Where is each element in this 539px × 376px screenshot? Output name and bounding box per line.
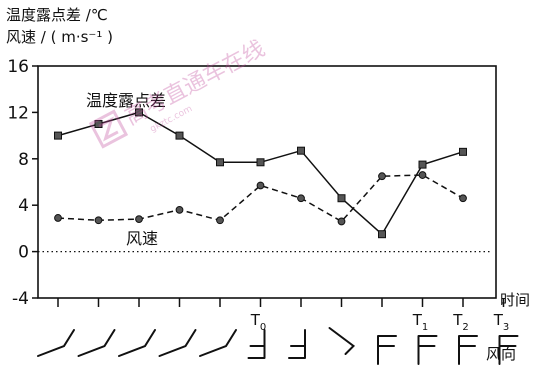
data-point-circle	[54, 214, 62, 222]
plot-frame	[37, 65, 497, 299]
data-point-square	[337, 194, 346, 203]
wind-barb-s	[247, 329, 266, 359]
series-label-temperature-dewpoint: 温度露点差	[86, 91, 166, 110]
time-marker-label: T2	[452, 311, 469, 333]
y-tick-label: 16	[7, 57, 29, 77]
wind-barb-n	[377, 335, 397, 365]
time-marker-label: T1	[412, 311, 429, 333]
wind-barb-n	[498, 335, 519, 365]
wind-barb-sw	[118, 329, 156, 357]
wind-barb-n	[417, 335, 438, 365]
y-label-wind-speed: 风速 / ( m·s⁻¹ )	[6, 28, 113, 46]
data-point-square	[459, 147, 467, 156]
y-tick-label: 0	[18, 243, 29, 263]
wind-direction-label: 风向	[486, 345, 516, 363]
data-point-square	[135, 108, 143, 117]
wind-barb-nw	[328, 327, 356, 355]
x-axis-ticks: T0 T1 T2 T3	[57, 298, 510, 333]
x-axis-label: 时间	[500, 291, 530, 309]
y-axis-ticks: -4 0 4 8 12 16	[7, 57, 38, 309]
series-line-1	[57, 174, 464, 223]
data-point-square	[256, 158, 265, 167]
data-point-square	[175, 131, 184, 140]
wind-barb-n	[458, 335, 478, 365]
wind-barb-sw	[37, 329, 75, 357]
series-layer	[54, 108, 467, 239]
data-point-circle	[337, 217, 346, 226]
wind-barbs	[37, 327, 519, 365]
time-marker-subscript: 1	[422, 322, 428, 333]
time-marker-label: T3	[493, 311, 510, 333]
series-line-0	[57, 111, 464, 236]
data-point-square	[297, 146, 305, 155]
y-label-temperature-dewpoint: 温度露点差 /℃	[6, 6, 108, 24]
plot-border	[37, 65, 497, 299]
y-tick-label: 8	[18, 150, 29, 170]
data-point-circle	[256, 181, 265, 190]
y-tick-label: 4	[18, 196, 29, 216]
wind-barb-sw	[199, 329, 237, 357]
wind-barb-s	[288, 329, 306, 359]
wind-barb-sw	[77, 329, 116, 357]
data-point-square	[378, 230, 386, 239]
data-point-square	[216, 158, 224, 167]
data-point-circle	[135, 215, 143, 224]
data-point-circle	[459, 194, 467, 203]
time-marker-subscript: 3	[503, 322, 509, 333]
data-point-square	[418, 160, 427, 169]
data-point-square	[54, 131, 62, 140]
data-point-circle	[216, 216, 224, 225]
data-point-circle	[418, 171, 427, 179]
series-label-wind-speed: 风速	[126, 229, 158, 248]
y-tick-label: 12	[7, 103, 29, 123]
time-marker-subscript: 2	[462, 322, 468, 333]
data-point-circle	[94, 216, 103, 225]
y-tick-label: -4	[12, 289, 29, 309]
wind-barb-sw	[158, 329, 197, 357]
time-marker-subscript: 0	[260, 322, 266, 333]
data-point-square	[94, 120, 103, 128]
data-point-circle	[297, 194, 305, 203]
data-point-circle	[378, 172, 386, 181]
data-point-circle	[175, 205, 184, 214]
